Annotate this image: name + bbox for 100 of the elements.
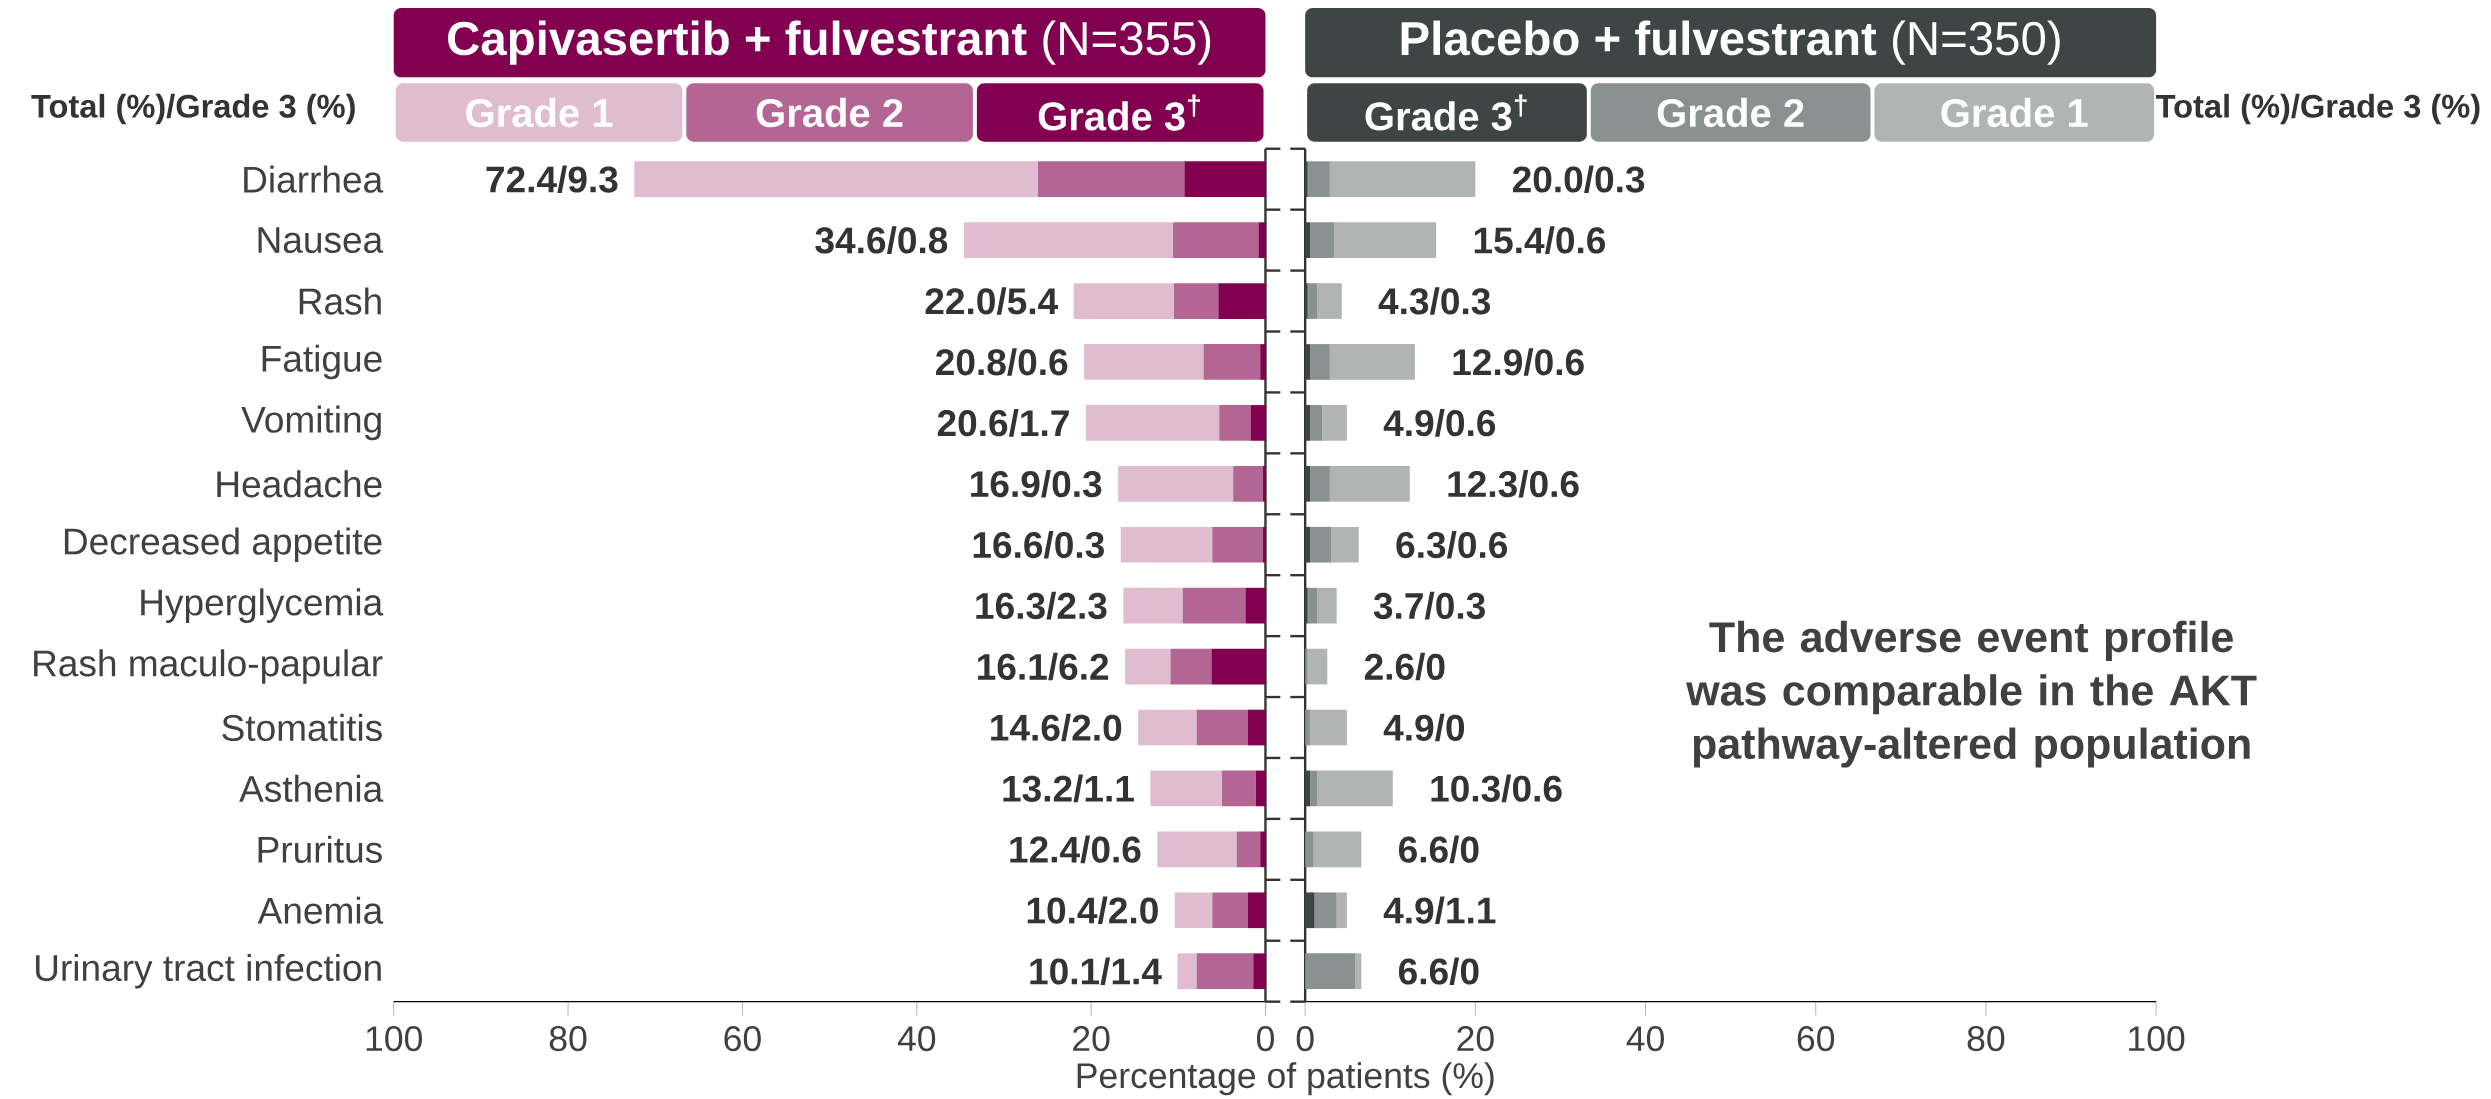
bar	[1173, 283, 1219, 319]
bar	[1336, 892, 1347, 929]
bar	[1184, 161, 1266, 198]
bar	[634, 161, 1038, 198]
x-tick-label: 20	[1457, 1026, 1494, 1052]
bar	[1248, 892, 1266, 929]
series-label: Grade 1	[466, 97, 613, 128]
series-label: Grade 3$^{†}$	[1365, 94, 1527, 131]
y-tick-label: Rash maculo-papular	[34, 649, 383, 684]
y-tick-label: Rash	[299, 287, 381, 315]
x-axis-title: Percentage of patients (%)	[1077, 1062, 1494, 1096]
bar	[1248, 709, 1266, 746]
bar	[1322, 405, 1347, 441]
y-tick-label: Urinary tract infection	[36, 953, 381, 989]
total-label: 6.6/0	[1398, 835, 1479, 864]
total-label: 12.4/0.6	[1010, 835, 1141, 864]
bar	[1310, 344, 1330, 380]
bar	[1329, 344, 1415, 380]
bar	[1305, 344, 1311, 380]
bar	[1317, 770, 1393, 807]
text: Total (%)/Grade 3 (%)	[31, 93, 355, 125]
total-label: 15.4/0.6	[1474, 226, 1606, 254]
y-tick-label: Diarrhea	[244, 165, 384, 193]
text: Grade 2	[1657, 97, 1804, 128]
total-label: 12.9/0.6	[1453, 348, 1584, 376]
bar	[1196, 709, 1249, 746]
bar	[1253, 953, 1266, 990]
bar	[1125, 648, 1171, 685]
bar	[1310, 709, 1347, 746]
total-label: 22.0/5.4	[925, 287, 1059, 315]
x-tick-label: 0	[1256, 1026, 1274, 1052]
bar	[1138, 709, 1197, 746]
y-tick-label: Fatigue	[262, 344, 382, 380]
x-tick-label: 80	[1967, 1026, 2005, 1052]
total-label: 10.1/1.4	[1030, 957, 1162, 986]
bar	[1305, 831, 1314, 868]
chart-title: Placebo + fulvestrant (N=350)	[1401, 20, 2060, 65]
bar	[1260, 831, 1266, 868]
total-label: 20.6/1.7	[937, 409, 1069, 437]
bar	[1212, 526, 1263, 563]
bar	[1236, 831, 1261, 868]
y-tick-label: Hyperglycemia	[141, 588, 384, 623]
bar	[1305, 709, 1311, 746]
y-tick-label: Pruritus	[258, 835, 382, 864]
bar	[1305, 587, 1308, 624]
bar	[1157, 831, 1237, 868]
bar	[1305, 648, 1308, 685]
total-label: 10.4/2.0	[1027, 896, 1158, 925]
bar	[1150, 770, 1222, 807]
bar	[1305, 405, 1311, 441]
bar	[1329, 466, 1410, 502]
bar	[1305, 892, 1315, 929]
bar	[1317, 283, 1342, 319]
total-label: 13.2/1.1	[1003, 774, 1134, 803]
total-label: 10.3/0.6	[1431, 774, 1562, 803]
x-tick-label: 60	[724, 1026, 761, 1052]
bar	[1177, 953, 1197, 990]
bar	[1203, 344, 1261, 380]
x-tick-label: 20	[1073, 1026, 1110, 1052]
total-label: 34.6/0.8	[815, 226, 948, 254]
chart-title: Capivasertib + fulvestrant (N=355)	[448, 20, 1211, 65]
total-label: 3.7/0.3	[1373, 591, 1485, 620]
y-tick-label: Anemia	[257, 896, 384, 924]
x-tick-label: 40	[897, 1026, 936, 1052]
bar	[1310, 405, 1323, 441]
bar	[1310, 770, 1318, 807]
bar	[1310, 466, 1330, 502]
total-label: 4.9/0	[1383, 713, 1465, 742]
total-label: 4.9/0.6	[1383, 409, 1496, 437]
bar	[1305, 466, 1311, 502]
total-label: 20.0/0.3	[1512, 165, 1645, 194]
bar	[1212, 892, 1249, 929]
bar	[1219, 405, 1251, 441]
bar	[1221, 770, 1256, 807]
bar	[1307, 283, 1318, 319]
total-label: 6.6/0	[1398, 957, 1479, 986]
total-label: 72.4/9.3	[486, 165, 618, 194]
total-label: 4.3/0.3	[1378, 287, 1490, 315]
y-tick-label: Vomiting	[241, 405, 381, 441]
bar	[1118, 466, 1234, 502]
x-tick-label: 80	[549, 1026, 587, 1052]
bar	[1314, 892, 1337, 929]
bar	[1211, 648, 1266, 685]
bar	[1233, 466, 1263, 502]
y-tick-label: Stomatitis	[222, 713, 382, 742]
y-tick-label: Asthenia	[239, 774, 384, 803]
total-label: 2.6/0	[1364, 652, 1445, 681]
bar	[1307, 161, 1330, 198]
bar	[1037, 161, 1185, 198]
x-tick-label: 0	[1296, 1026, 1314, 1052]
annotation: The adverse event profile was comparable in the AKT pathway-altered population	[1686, 620, 2257, 768]
x-tick-label: 100	[2129, 1026, 2185, 1052]
bar	[1305, 161, 1308, 198]
total-label: 16.3/2.3	[976, 591, 1107, 620]
bar	[1260, 344, 1266, 380]
bar	[1182, 587, 1246, 624]
bar	[1313, 831, 1362, 868]
bar	[1255, 770, 1266, 807]
bar	[1310, 222, 1335, 259]
bar	[1258, 222, 1266, 259]
